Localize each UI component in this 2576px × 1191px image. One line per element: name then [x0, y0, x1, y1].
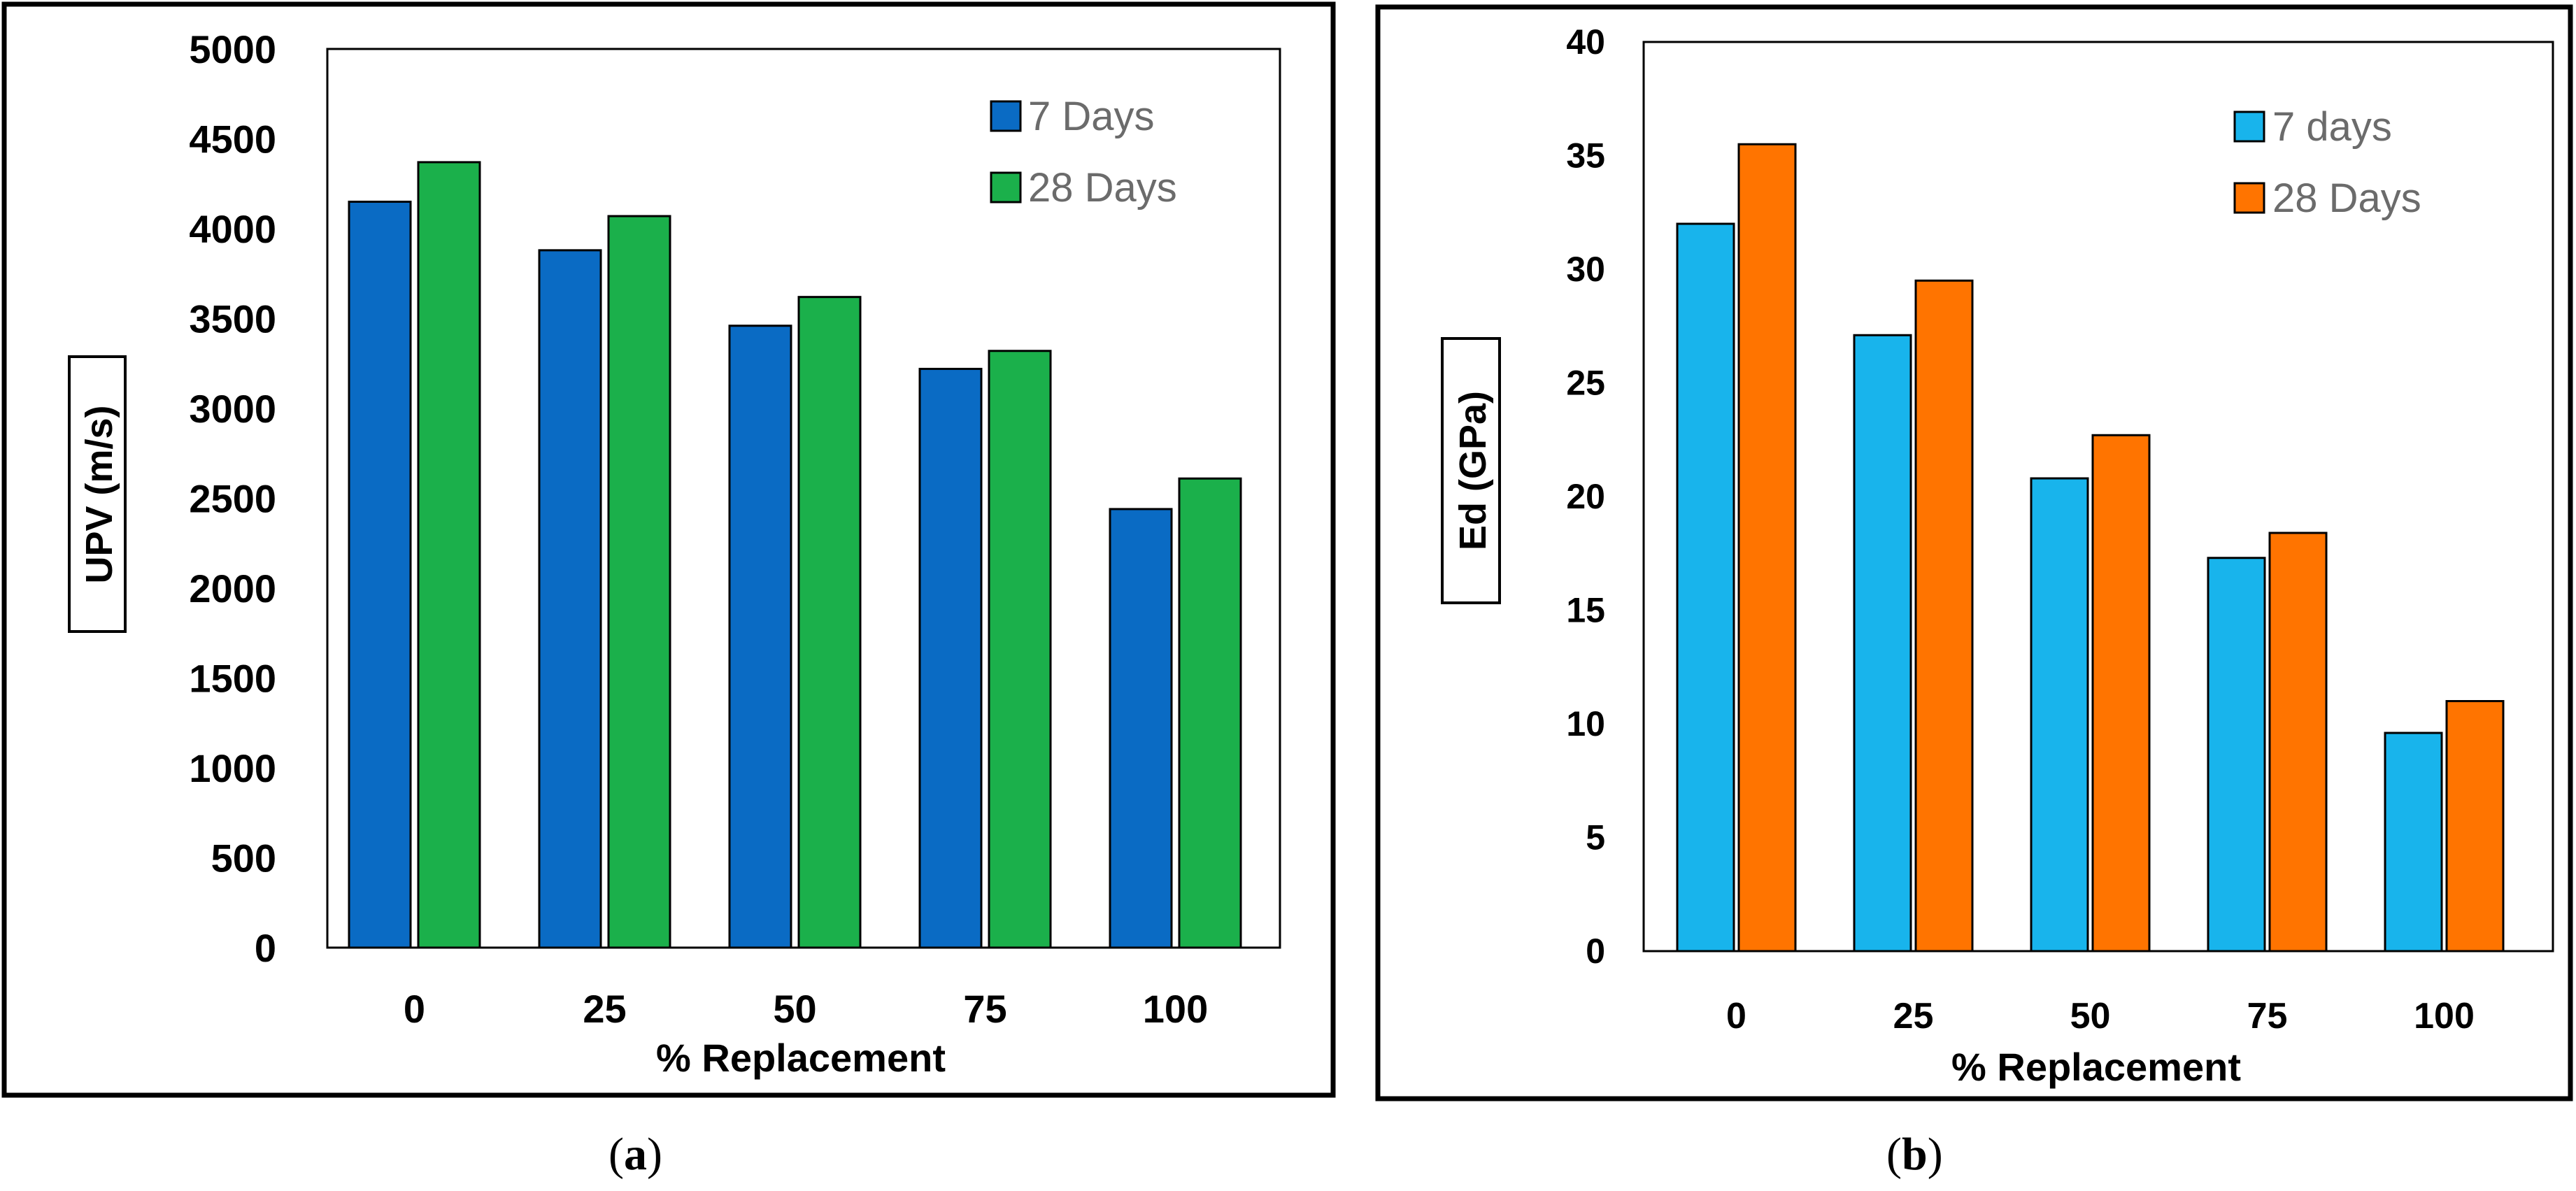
- panel-b-bar-series1-0: [1676, 222, 1735, 953]
- panel-b-bar-series1-100: [2384, 732, 2443, 953]
- panel-b-y-tick-label: 40: [1566, 22, 1605, 62]
- panel-b-y-axis-label: Ed (GPa): [1452, 391, 1494, 550]
- panel-b-y-tick-label: 15: [1566, 591, 1605, 630]
- panel-b-x-tick-label: 75: [2247, 996, 2288, 1036]
- panel-a-y-tick-label: 2500: [189, 477, 276, 521]
- panel-b-x-tick-label: 50: [2070, 996, 2111, 1036]
- panel-a-x-axis-label: % Replacement: [656, 1036, 946, 1080]
- panel-a-y-ticks: 0 500 1000 1500 2000 2500 3000 3500 4000 4500 5000: [189, 27, 276, 970]
- panel-b-x-tick-label: 25: [1893, 996, 1934, 1036]
- panel-a-bar-series2-50: [797, 296, 862, 949]
- panel-a-y-tick-label: 500: [211, 836, 276, 880]
- caption-a-letter: a: [624, 1129, 647, 1180]
- panel-b-legend-swatch-2: [2233, 182, 2265, 214]
- panel-b: 0 5 10 15 20 25 30 35 40 0 25 50 75 100 7 days 28 Da…: [1375, 4, 2573, 1101]
- panel-b-y-tick-label: 35: [1566, 136, 1605, 176]
- panel-b-legend-swatch-1: [2233, 110, 2265, 143]
- panel-a-x-tick-label: 75: [963, 987, 1006, 1031]
- panel-a-y-axis-title: UPV (m/s): [68, 355, 127, 633]
- panel-b-y-tick-label: 30: [1566, 250, 1605, 289]
- panel-a-bar-series1-25: [538, 249, 602, 949]
- panel-a: 0500100015002000250030003500400045005000…: [1, 1, 1336, 1098]
- panel-a-y-tick-label: 1000: [189, 746, 276, 790]
- panel-a-legend-label-2: 28 Days: [1028, 165, 1177, 211]
- panel-a-legend-swatch-1: [990, 100, 1022, 132]
- panel-b-bar-series2-0: [1737, 143, 1797, 953]
- panel-b-bars: [1644, 143, 2553, 953]
- panel-a-y-tick-label: 0: [255, 926, 276, 970]
- panel-a-y-tick-label: 4500: [189, 117, 276, 162]
- panel-b-x-tick-label: 100: [2414, 996, 2475, 1036]
- panel-b-y-ticks: 0 5 10 15 20 25 30 35 40: [1566, 22, 1605, 971]
- panel-a-bar-series1-0: [348, 200, 412, 949]
- panel-a-x-tick-label: 0: [404, 987, 425, 1031]
- caption-a: (a): [609, 1129, 662, 1180]
- panel-b-bar-series1-25: [1853, 334, 1912, 953]
- panel-a-legend-label-1: 7 Days: [1028, 94, 1155, 139]
- panel-b-y-axis-title: Ed (GPa): [1441, 337, 1501, 604]
- panel-b-legend: 7 days 28 Days: [2233, 104, 2421, 221]
- panel-b-bar-series2-50: [2091, 434, 2151, 953]
- panel-b-y-tick-label: 10: [1566, 704, 1605, 743]
- panel-a-x-ticks: 0 25 50 75 100: [404, 987, 1208, 1031]
- panel-a-y-tick-label: 3500: [189, 297, 276, 341]
- panel-b-bar-series2-75: [2268, 532, 2328, 953]
- panel-b-legend-label-2: 28 Days: [2272, 176, 2421, 221]
- caption-b: (b): [1886, 1129, 1943, 1180]
- panel-b-legend-label-1: 7 days: [2272, 104, 2392, 150]
- panel-a-y-tick-label: 3000: [189, 387, 276, 431]
- panel-b-x-axis-label: % Replacement: [1951, 1045, 2241, 1089]
- panel-a-y-tick-label: 4000: [189, 207, 276, 251]
- panel-a-bar-series1-75: [918, 367, 983, 949]
- panel-a-y-tick-label: 5000: [189, 27, 276, 71]
- panel-a-x-tick-label: 50: [773, 987, 816, 1031]
- caption-b-letter: b: [1902, 1129, 1928, 1180]
- panel-b-y-tick-label: 5: [1586, 818, 1605, 857]
- panel-a-bar-series2-25: [607, 215, 671, 949]
- panel-a-bars: [327, 161, 1280, 949]
- panel-b-bar-series2-100: [2445, 700, 2505, 953]
- panel-a-bar-series2-0: [417, 161, 481, 949]
- panel-a-bar-series2-75: [988, 350, 1052, 949]
- panel-a-bar-series2-100: [1178, 477, 1242, 949]
- panel-a-bar-series1-50: [728, 325, 792, 949]
- panel-a-x-tick-label: 25: [583, 987, 626, 1031]
- panel-a-legend-swatch-2: [990, 171, 1022, 204]
- panel-b-y-axis-title-box: [1441, 337, 1501, 604]
- panel-b-y-tick-label: 20: [1566, 477, 1605, 516]
- panel-b-y-tick-label: 0: [1586, 932, 1605, 971]
- panel-a-legend: 7 Days 28 Days: [990, 94, 1177, 211]
- panel-b-x-tick-label: 0: [1726, 996, 1746, 1036]
- panel-a-bar-series1-100: [1109, 508, 1173, 949]
- panel-a-x-tick-label: 100: [1143, 987, 1208, 1031]
- panel-b-y-tick-label: 25: [1566, 364, 1605, 403]
- panel-a-y-tick-label: 1500: [189, 657, 276, 701]
- panel-b-x-ticks: 0 25 50 75 100: [1726, 996, 2475, 1036]
- panel-a-y-axis-label: UPV (m/s): [78, 405, 120, 583]
- panel-b-bar-series1-75: [2207, 557, 2266, 953]
- panel-b-bar-series2-25: [1914, 279, 1974, 953]
- panel-a-y-tick-label: 2000: [189, 566, 276, 611]
- panel-b-bar-series1-50: [2030, 477, 2089, 953]
- panel-a-y-axis-title-box: [68, 355, 127, 633]
